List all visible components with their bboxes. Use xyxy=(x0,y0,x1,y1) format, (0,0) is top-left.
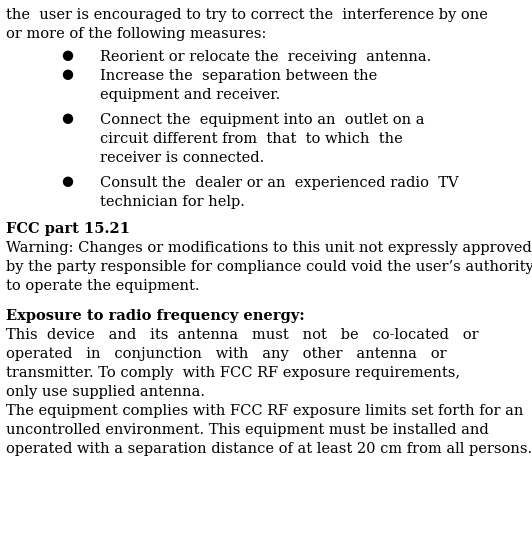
Text: Connect the  equipment into an  outlet on a: Connect the equipment into an outlet on … xyxy=(100,113,425,127)
Text: circuit different from  that  to which  the: circuit different from that to which the xyxy=(100,132,403,146)
Text: Exposure to radio frequency energy:: Exposure to radio frequency energy: xyxy=(6,309,305,324)
Circle shape xyxy=(63,70,72,79)
Text: technician for help.: technician for help. xyxy=(100,195,245,209)
Text: Warning: Changes or modifications to this unit not expressly approved: Warning: Changes or modifications to thi… xyxy=(6,241,532,255)
Circle shape xyxy=(63,52,72,60)
Text: operated   in   conjunction   with   any   other   antenna   or: operated in conjunction with any other a… xyxy=(6,347,447,361)
Text: FCC part 15.21: FCC part 15.21 xyxy=(6,222,130,236)
Circle shape xyxy=(63,114,72,124)
Text: or more of the following measures:: or more of the following measures: xyxy=(6,27,267,41)
Text: Consult the  dealer or an  experienced radio  TV: Consult the dealer or an experienced rad… xyxy=(100,176,459,190)
Text: to operate the equipment.: to operate the equipment. xyxy=(6,279,200,293)
Text: This  device   and   its  antenna   must   not   be   co-located   or: This device and its antenna must not be … xyxy=(6,329,479,342)
Text: uncontrolled environment. This equipment must be installed and: uncontrolled environment. This equipment… xyxy=(6,423,489,438)
Text: only use supplied antenna.: only use supplied antenna. xyxy=(6,386,205,399)
Text: Increase the  separation between the: Increase the separation between the xyxy=(100,69,377,83)
Circle shape xyxy=(63,177,72,186)
Text: transmitter. To comply  with FCC RF exposure requirements,: transmitter. To comply with FCC RF expos… xyxy=(6,366,460,381)
Text: The equipment complies with FCC RF exposure limits set forth for an: The equipment complies with FCC RF expos… xyxy=(6,404,523,418)
Text: operated with a separation distance of at least 20 cm from all persons.: operated with a separation distance of a… xyxy=(6,443,532,456)
Text: by the party responsible for compliance could void the user’s authority: by the party responsible for compliance … xyxy=(6,260,532,274)
Text: receiver is connected.: receiver is connected. xyxy=(100,151,264,165)
Text: equipment and receiver.: equipment and receiver. xyxy=(100,88,280,102)
Text: Reorient or relocate the  receiving  antenna.: Reorient or relocate the receiving anten… xyxy=(100,50,431,64)
Text: the  user is encouraged to try to correct the  interference by one: the user is encouraged to try to correct… xyxy=(6,8,488,22)
